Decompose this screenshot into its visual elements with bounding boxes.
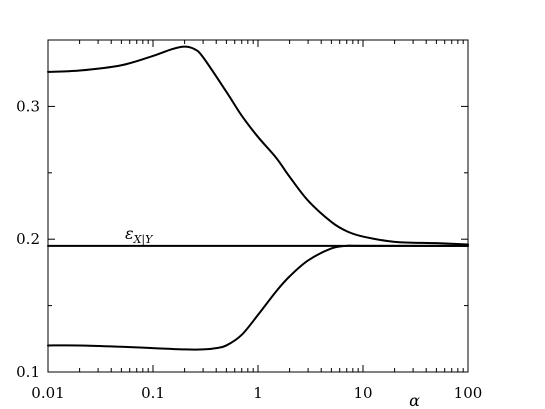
eps-annotation: εX|Y (125, 224, 154, 247)
x-axis-label: α (409, 391, 420, 409)
eps-symbol: ε (125, 224, 134, 243)
y-tick-label: 0.3 (16, 97, 40, 115)
series-line-3 (47, 244, 469, 351)
x-tick-label: 0.01 (31, 384, 64, 402)
plot-frame (47, 39, 469, 373)
ticks: 0.01 0.1 1 10 100 0.1 0.2 0.3 (16, 40, 482, 402)
x-tick-label: 10 (353, 384, 372, 402)
series-group (47, 45, 469, 351)
x-tick-label: 0.1 (141, 384, 165, 402)
eps-subscript: X|Y (133, 233, 155, 247)
x-tick-label: 1 (253, 384, 263, 402)
x-tick-label: 100 (454, 384, 483, 402)
y-tick-label: 0.2 (16, 230, 40, 248)
series-line-1 (47, 45, 469, 246)
y-tick-label: 0.1 (16, 363, 40, 381)
